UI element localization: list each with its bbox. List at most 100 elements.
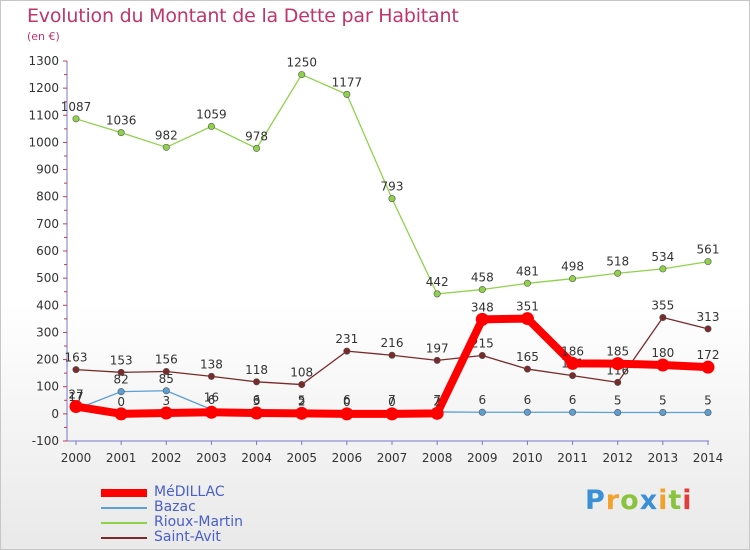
data-point-rioux-martin — [298, 71, 306, 79]
y-tick-label: 600 — [36, 244, 59, 258]
x-tick-label: 2009 — [467, 451, 498, 465]
data-label-m-dillac: 348 — [471, 300, 494, 314]
data-point-m-dillac — [204, 405, 218, 419]
legend-swatch — [101, 489, 147, 497]
data-label-saint-avit: 138 — [200, 357, 223, 371]
data-point-rioux-martin — [614, 269, 622, 277]
x-tick-label: 2005 — [286, 451, 317, 465]
logo-letter: i — [682, 485, 693, 516]
y-tick-label: 500 — [36, 271, 59, 285]
data-point-rioux-martin — [704, 258, 712, 266]
data-point-saint-avit — [659, 313, 667, 321]
data-label-bazac: 7 — [388, 393, 396, 407]
data-label-bazac: 17 — [68, 390, 83, 404]
data-point-m-dillac — [295, 406, 309, 420]
data-point-saint-avit — [207, 372, 215, 380]
legend-swatch — [101, 507, 147, 509]
y-tick-label: 700 — [36, 217, 59, 231]
data-label-bazac: 5 — [659, 394, 667, 408]
y-tick-label: 0 — [51, 407, 59, 421]
data-label-m-dillac: 185 — [606, 345, 629, 359]
x-tick-label: 2008 — [422, 451, 453, 465]
data-label-m-dillac: 3 — [253, 394, 261, 408]
data-point-bazac — [117, 388, 125, 396]
data-label-m-dillac: 3 — [162, 394, 170, 408]
data-point-m-dillac — [430, 406, 444, 420]
logo-letter: P — [585, 485, 606, 516]
data-label-bazac: 6 — [478, 393, 486, 407]
logo-letter: o — [620, 485, 640, 516]
data-point-rioux-martin — [433, 290, 441, 298]
x-tick-label: 2007 — [377, 451, 408, 465]
data-label-bazac: 7 — [433, 393, 441, 407]
legend-label: Bazac — [154, 499, 196, 515]
data-point-saint-avit — [298, 381, 306, 389]
data-point-m-dillac — [340, 407, 354, 421]
x-tick-label: 2000 — [61, 451, 92, 465]
data-label-m-dillac: 172 — [697, 348, 720, 362]
y-tick-label: 1300 — [28, 54, 59, 68]
data-label-saint-avit: 231 — [335, 332, 358, 346]
chart-title: Evolution du Montant de la Dette par Hab… — [27, 5, 459, 27]
logo-letter: r — [605, 485, 621, 516]
x-tick-label: 2001 — [106, 451, 137, 465]
data-point-rioux-martin — [207, 122, 215, 130]
data-point-bazac — [704, 408, 712, 416]
data-label-bazac: 6 — [569, 393, 577, 407]
data-point-m-dillac — [385, 407, 399, 421]
data-point-m-dillac — [69, 400, 83, 414]
logo-letter: i — [658, 485, 669, 516]
legend-swatch — [101, 522, 147, 524]
data-label-saint-avit: 165 — [516, 350, 539, 364]
x-tick-label: 2010 — [512, 451, 543, 465]
data-point-m-dillac — [475, 312, 489, 326]
proxiti-logo: Proxiti — [585, 485, 693, 516]
data-label-rioux-martin: 1087 — [61, 100, 92, 114]
data-label-bazac: 6 — [524, 393, 532, 407]
x-tick-label: 2002 — [151, 451, 182, 465]
data-point-bazac — [569, 408, 577, 416]
y-tick-label: 1100 — [28, 108, 59, 122]
data-label-m-dillac: 0 — [388, 395, 396, 409]
data-label-m-dillac: 186 — [561, 344, 584, 358]
data-label-rioux-martin: 1059 — [196, 107, 227, 121]
data-point-m-dillac — [701, 360, 715, 374]
data-label-saint-avit: 156 — [155, 353, 178, 367]
data-label-bazac: 5 — [704, 394, 712, 408]
data-label-m-dillac: 180 — [651, 346, 674, 360]
data-label-bazac: 82 — [114, 373, 129, 387]
data-label-rioux-martin: 1177 — [332, 75, 363, 89]
data-point-saint-avit — [523, 365, 531, 373]
data-label-bazac: 85 — [159, 372, 174, 386]
data-label-rioux-martin: 498 — [561, 260, 584, 274]
data-label-bazac: 5 — [614, 394, 622, 408]
data-point-rioux-martin — [343, 90, 351, 98]
data-label-m-dillac: 351 — [516, 300, 539, 314]
data-label-saint-avit: 153 — [110, 353, 133, 367]
data-label-rioux-martin: 458 — [471, 271, 494, 285]
data-point-rioux-martin — [659, 265, 667, 273]
data-label-saint-avit: 108 — [290, 366, 313, 380]
data-point-bazac — [478, 408, 486, 416]
y-tick-label: 800 — [36, 190, 59, 204]
data-label-m-dillac: 0 — [343, 395, 351, 409]
data-label-m-dillac: 2 — [298, 394, 306, 408]
data-point-m-dillac — [566, 356, 580, 370]
data-label-rioux-martin: 793 — [381, 180, 404, 194]
data-point-m-dillac — [114, 407, 128, 421]
logo-letter: t — [668, 485, 683, 516]
data-label-saint-avit: 163 — [65, 351, 88, 365]
data-point-rioux-martin — [117, 129, 125, 137]
data-point-bazac — [162, 387, 170, 395]
y-tick-label: 400 — [36, 298, 59, 312]
data-point-saint-avit — [388, 351, 396, 359]
data-label-rioux-martin: 561 — [697, 243, 720, 257]
data-point-saint-avit — [117, 368, 125, 376]
data-label-rioux-martin: 534 — [651, 250, 674, 264]
data-label-rioux-martin: 1250 — [286, 56, 317, 70]
data-label-bazac: 6 — [253, 393, 261, 407]
data-label-rioux-martin: 442 — [426, 275, 449, 289]
data-point-bazac — [659, 408, 667, 416]
